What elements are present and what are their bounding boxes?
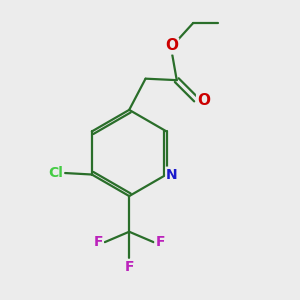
Text: Cl: Cl <box>48 166 63 180</box>
Text: F: F <box>155 235 165 248</box>
Text: N: N <box>166 167 178 182</box>
Text: F: F <box>94 235 103 248</box>
Text: O: O <box>165 38 178 53</box>
Text: O: O <box>197 94 210 109</box>
Text: F: F <box>124 260 134 274</box>
